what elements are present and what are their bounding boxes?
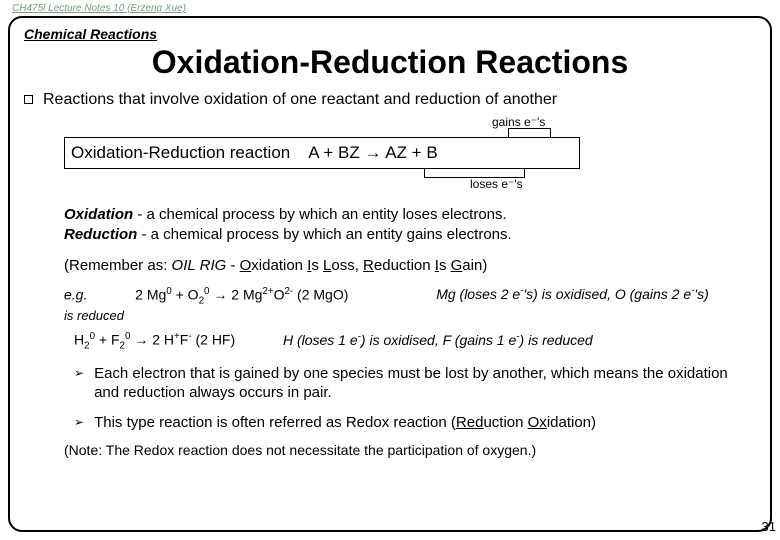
eq-text: → 2 H [130,332,174,348]
eq-text: + O [172,286,199,302]
sub-point-text: This type reaction is often referred as … [94,413,596,433]
mnemonic-text: OIL RIG [172,257,227,274]
page-number: 31 [762,519,776,534]
footnote: (Note: The Redox reaction does not neces… [64,442,756,458]
reaction-equation: A + BZ → AZ + B [308,143,437,163]
eq-desc: Mg (loses 2 e-'s) is oxidised, O (gains … [436,286,709,302]
loses-label: loses e⁻'s [470,177,523,191]
mnemonic-text: O [240,257,252,274]
mnemonic-text: G [451,257,463,274]
mnemonic-text: R [363,257,374,274]
oxidation-def: - a chemical process by which an entity … [133,206,507,223]
header-citation: CH475l Lecture Notes 10 (Erzeng Xue) [12,3,186,14]
reaction-diagram: gains e⁻'s Oxidation-Reduction reaction … [64,115,756,199]
example-1: e.g. 2 Mg0 + O20 → 2 Mg2+O2- (2 MgO) Mg … [64,286,756,306]
sub-point-1: ➢ Each electron that is gained by one sp… [74,364,756,403]
mnemonic-text: (Remember as: [64,257,172,274]
bracket-line [508,128,550,129]
eq-desc: H (loses 1 e-) is oxidised, F (gains 1 e… [283,332,593,348]
mnemonic-text: oss, [331,257,363,274]
intro-text: Reactions that involve oxidation of one … [43,91,557,109]
oxidation-term: Oxidation [64,206,133,223]
reaction-label: Oxidation-Reduction reaction [71,143,290,163]
eq-text: → 2 Mg [209,286,262,302]
eq-text: 2- [284,286,293,297]
definitions: Oxidation - a chemical process by which … [64,205,756,246]
mnemonic-text: xidation [251,257,307,274]
eq-text: 2 [120,341,125,352]
eq-text: 2+ [262,286,273,297]
sub-point-2: ➢ This type reaction is often referred a… [74,413,756,433]
slide-frame: Chemical Reactions Oxidation-Reduction R… [8,16,772,532]
eq-text: H [74,332,84,348]
gains-label: gains e⁻'s [492,115,545,129]
eq-text: (2 MgO) [293,286,348,302]
sub-point-text: Each electron that is gained by one spec… [94,364,756,403]
eq-text: + F [95,332,120,348]
mnemonic-text: s [311,257,323,274]
eq-text: O [274,286,285,302]
eg-label: e.g. [64,286,87,302]
page-title: Oxidation-Reduction Reactions [24,44,756,81]
bracket-line [524,169,525,178]
reaction-equation-box: Oxidation-Reduction reaction A + BZ → AZ… [64,137,580,169]
square-bullet-icon [24,95,33,104]
section-label: Chemical Reactions [24,26,756,42]
triangle-bullet-icon: ➢ [74,415,84,429]
mnemonic-text: eduction [374,257,435,274]
mnemonic-text: ain) [462,257,487,274]
reduction-term: Reduction [64,226,137,243]
eq-text: 2 Mg [135,286,166,302]
eq-text: (2 HF) [192,332,236,348]
reduction-def: - a chemical process by which an entity … [137,226,511,243]
mnemonic: (Remember as: OIL RIG - Oxidation Is Los… [64,256,756,276]
example-1-cont: is reduced [64,308,756,323]
mnemonic-text: s [439,257,451,274]
bracket-line [550,128,551,137]
example-2: H20 + F20 → 2 H+F- (2 HF) H (loses 1 e-)… [74,331,756,351]
eq-text: 2 [84,341,89,352]
intro-bullet: Reactions that involve oxidation of one … [24,91,756,109]
bracket-line [508,128,509,137]
triangle-bullet-icon: ➢ [74,366,84,380]
